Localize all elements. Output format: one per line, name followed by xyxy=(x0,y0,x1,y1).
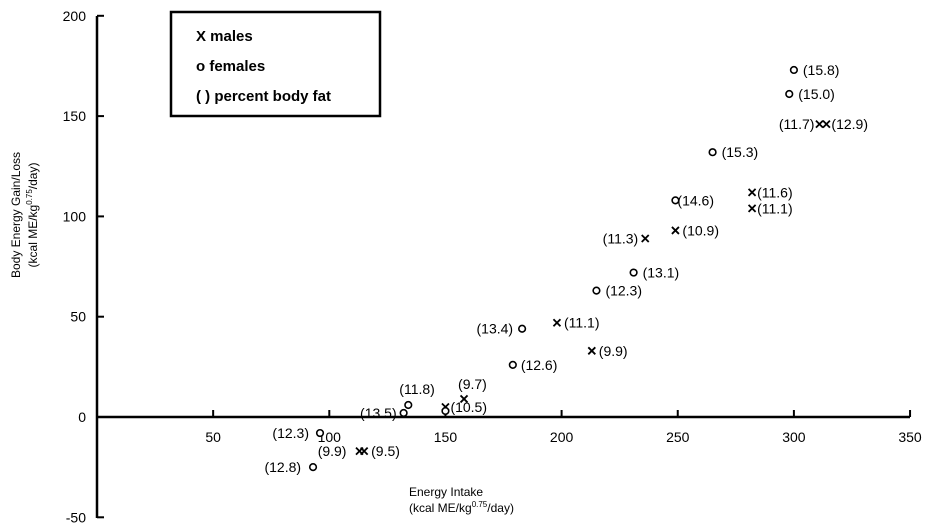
female-point xyxy=(404,400,413,410)
female-point xyxy=(441,406,450,416)
legend-entry-females: o females xyxy=(196,58,265,75)
female-point xyxy=(308,463,318,472)
x-axis-units-post: /day) xyxy=(487,501,514,515)
female-point xyxy=(629,268,638,277)
male-point xyxy=(671,226,680,235)
female-point xyxy=(508,360,517,369)
legend: X males o females ( ) percent body fat xyxy=(169,10,382,118)
male-point xyxy=(459,394,469,404)
y-axis-title: Body Energy Gain/Loss xyxy=(9,152,23,278)
x-axis-units-sup: 0.75 xyxy=(472,500,488,509)
male-point-label: (10.9) xyxy=(682,222,719,238)
male-point-label: (9.9) xyxy=(599,343,628,359)
y-axis-title-line1: Body Energy Gain/Loss xyxy=(9,152,23,278)
male-point xyxy=(552,318,562,327)
female-point xyxy=(671,196,680,205)
male-point xyxy=(641,234,650,243)
y-tick-label: 100 xyxy=(63,208,87,224)
y-axis-units-sup: 0.75 xyxy=(25,189,34,205)
male-point-label: (9.9) xyxy=(318,443,347,459)
x-axis-title-units: (kcal ME/kg0.75/day) xyxy=(409,500,514,515)
male-point xyxy=(587,346,596,355)
x-tick-label: 250 xyxy=(666,429,690,445)
x-tick-label: 300 xyxy=(782,429,806,445)
y-axis-title-units: (kcal ME/kg0.75/day) xyxy=(25,163,40,268)
x-tick-label: 200 xyxy=(550,429,574,445)
male-point-label: (12.9) xyxy=(831,116,868,132)
y-axis-units-pre: (kcal ME/kg xyxy=(26,205,40,268)
female-point-label: (12.3) xyxy=(272,425,309,441)
female-point xyxy=(315,428,325,438)
female-point-label: (15.3) xyxy=(722,144,759,160)
male-point-label: (9.7) xyxy=(458,376,487,392)
y-axis-units-post: /day) xyxy=(26,163,40,190)
legend-entry-males: X males xyxy=(196,28,253,45)
female-point-label: (13.5) xyxy=(360,405,397,421)
female-point xyxy=(785,89,794,99)
female-point-label: (12.3) xyxy=(605,283,642,299)
female-point-label: (14.6) xyxy=(677,192,714,208)
male-point xyxy=(815,119,824,129)
data-points: (9.9) (9.5) (9.7) (11.1) (9.9) (11.3) (10.9) (1… xyxy=(264,62,868,475)
male-point-label: (9.5) xyxy=(371,443,400,459)
male-point xyxy=(360,446,369,456)
female-point-label: (12.6) xyxy=(521,357,558,373)
x-axis-units-pre: (kcal ME/kg xyxy=(409,501,472,515)
male-point xyxy=(822,119,831,129)
female-point-label: (15.0) xyxy=(798,86,835,102)
x-axis-title: Energy Intake xyxy=(409,485,483,499)
female-point-label: (13.4) xyxy=(477,321,514,337)
y-tick-label: 150 xyxy=(63,108,87,124)
y-tick-label: -50 xyxy=(66,509,86,524)
male-point-label: (11.3) xyxy=(603,230,639,246)
female-point-label: (15.8) xyxy=(803,62,840,78)
legend-entry-body-fat: ( ) percent body fat xyxy=(196,88,331,105)
male-point-label: (11.7) xyxy=(779,116,815,132)
y-tick-label: 0 xyxy=(78,409,86,425)
female-point-label: (11.8) xyxy=(399,381,435,397)
female-point-label: (13.1) xyxy=(643,265,680,281)
axes xyxy=(95,16,910,518)
y-tick-label: 50 xyxy=(70,309,86,325)
female-point xyxy=(592,286,601,295)
x-tick-label: 150 xyxy=(434,429,458,445)
female-point xyxy=(518,324,527,333)
female-point xyxy=(789,65,799,75)
y-tick-label: 200 xyxy=(63,8,87,24)
male-point-label: (11.1) xyxy=(757,200,793,216)
male-point xyxy=(747,204,757,213)
male-point-label: (11.1) xyxy=(564,315,600,331)
male-point-label: (11.6) xyxy=(757,184,793,200)
female-point-label: (12.8) xyxy=(264,459,301,475)
female-point-label: (10.5) xyxy=(450,399,487,415)
x-tick-label: 350 xyxy=(898,429,922,445)
female-point xyxy=(399,408,408,418)
x-tick-label: 50 xyxy=(205,429,221,445)
legend-box xyxy=(169,10,382,118)
female-point xyxy=(708,148,717,157)
male-point xyxy=(747,188,757,197)
